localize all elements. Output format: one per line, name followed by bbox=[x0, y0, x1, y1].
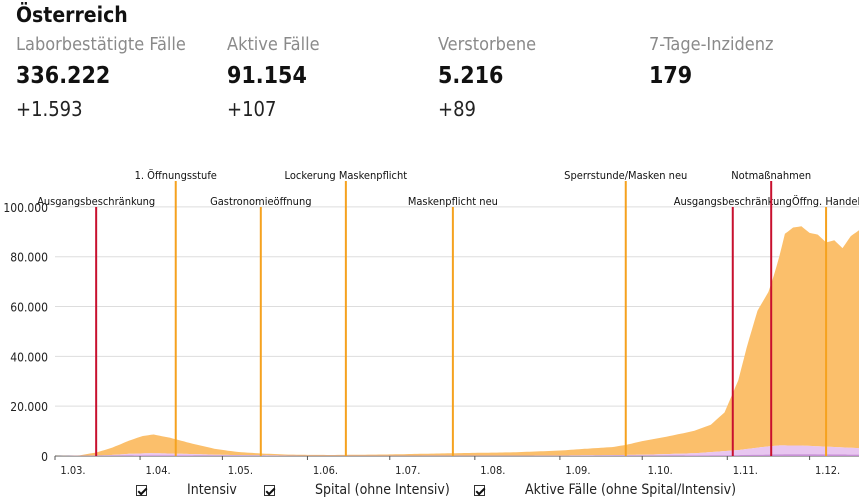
x-tick-label: 1.12. bbox=[815, 464, 840, 477]
annotation-label: Maskenpflicht neu bbox=[408, 195, 498, 208]
stat-delta bbox=[649, 97, 859, 121]
stat-incidence: 7-Tage-Inzidenz 179 bbox=[649, 34, 859, 121]
legend-label: Intensiv bbox=[187, 482, 237, 498]
legend-item-intensiv[interactable]: Intensiv bbox=[136, 482, 237, 498]
annotation-label: Ausgangsbeschränkung bbox=[674, 195, 792, 208]
y-tick-label: 100.000 bbox=[3, 201, 48, 215]
y-tick-label: 80.000 bbox=[10, 251, 48, 265]
y-tick-label: 40.000 bbox=[10, 350, 48, 364]
stat-active: Aktive Fälle 91.154 +107 bbox=[227, 34, 437, 121]
stat-label: Laborbestätigte Fälle bbox=[16, 34, 186, 55]
annotation-label: Gastronomieöffnung bbox=[210, 195, 311, 208]
annotation-label: 1. Öffnungsstufe bbox=[135, 169, 217, 182]
stat-value: 5.216 bbox=[438, 63, 504, 89]
x-tick-label: 1.08. bbox=[480, 464, 505, 477]
stat-delta: +89 bbox=[438, 97, 476, 121]
axes: 0 20.000 40.000 60.000 80.000 100.000 1.03. 1.0… bbox=[3, 201, 840, 477]
legend-item-aktive[interactable]: Aktive Fälle (ohne Spital/Intensiv) bbox=[474, 482, 736, 498]
legend-label: Aktive Fälle (ohne Spital/Intensiv) bbox=[525, 482, 737, 498]
stat-label: Verstorbene bbox=[438, 34, 537, 55]
y-tick-label: 0 bbox=[41, 450, 48, 464]
area-intensiv bbox=[55, 454, 859, 456]
legend-item-spital[interactable]: Spital (ohne Intensiv) bbox=[264, 482, 450, 498]
x-tick-label: 1.11. bbox=[733, 464, 758, 477]
x-tick-label: 1.10. bbox=[648, 464, 673, 477]
annotation-label: Ausgangsbeschränkung bbox=[37, 195, 155, 208]
cases-area-chart: Ausgangsbeschränkung 1. Öffnungsstufe Gast… bbox=[3, 169, 859, 477]
checkbox-intensiv[interactable] bbox=[136, 484, 147, 496]
area-aktive bbox=[55, 226, 859, 456]
x-tick-label: 1.03. bbox=[60, 464, 85, 477]
stats-panel: Laborbestätigte Fälle 336.222 +1.593 Akt… bbox=[16, 34, 859, 134]
checkbox-spital[interactable] bbox=[264, 484, 275, 496]
stat-confirmed: Laborbestätigte Fälle 336.222 +1.593 bbox=[16, 34, 226, 121]
annotation-label: Lockerung Maskenpflicht bbox=[285, 169, 408, 182]
stat-delta: +1.593 bbox=[16, 97, 83, 121]
y-tick-label: 60.000 bbox=[10, 301, 48, 315]
legend: Intensiv Spital (ohne Intensiv) Aktive F… bbox=[0, 482, 859, 502]
checkbox-aktive[interactable] bbox=[474, 484, 485, 496]
area-spital bbox=[55, 445, 859, 456]
x-tick-label: 1.04. bbox=[145, 464, 170, 477]
country-title: Österreich bbox=[16, 3, 128, 27]
stat-label: 7-Tage-Inzidenz bbox=[649, 34, 774, 55]
area-series bbox=[55, 226, 859, 456]
annotations: Ausgangsbeschränkung 1. Öffnungsstufe Gast… bbox=[37, 169, 859, 456]
stat-value: 179 bbox=[649, 63, 693, 89]
stat-deaths: Verstorbene 5.216 +89 bbox=[438, 34, 648, 121]
annotation-label: Sperrstunde/Masken neu bbox=[564, 169, 687, 182]
legend-label: Spital (ohne Intensiv) bbox=[315, 482, 450, 498]
y-tick-label: 20.000 bbox=[10, 400, 48, 414]
stat-value: 91.154 bbox=[227, 63, 307, 89]
x-tick-label: 1.07. bbox=[395, 464, 420, 477]
x-tick-label: 1.09. bbox=[565, 464, 590, 477]
stat-delta: +107 bbox=[227, 97, 277, 121]
annotation-label: Öffng. Handel bbox=[792, 195, 859, 208]
x-tick-label: 1.05. bbox=[228, 464, 253, 477]
x-tick-label: 1.06. bbox=[313, 464, 338, 477]
annotation-label: Notmaßnahmen bbox=[731, 169, 811, 182]
stat-value: 336.222 bbox=[16, 63, 111, 89]
stat-label: Aktive Fälle bbox=[227, 34, 320, 55]
